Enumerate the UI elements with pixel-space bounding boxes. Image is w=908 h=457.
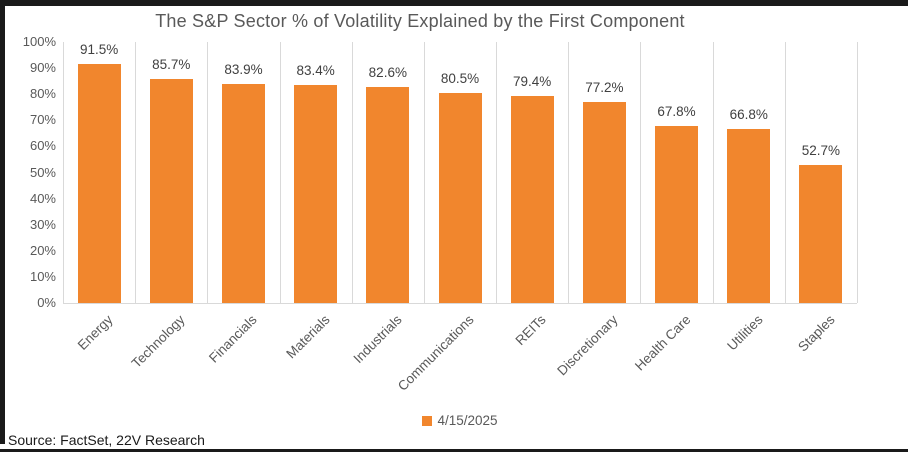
bar-value-label: 91.5%: [79, 42, 119, 57]
y-axis-tick-label: 30%: [29, 216, 56, 232]
category-gridline: [135, 42, 137, 303]
bar-discretionary: [582, 102, 626, 303]
category-gridline: [857, 42, 858, 303]
chart-title: The S&P Sector % of Volatility Explained…: [155, 11, 685, 31]
category-gridline: [784, 42, 786, 303]
legend: 4/15/2025: [63, 413, 857, 428]
bar-value-label: 67.8%: [657, 104, 696, 119]
y-axis-tick-label: 40%: [29, 190, 56, 206]
frame-border-left: [0, 0, 5, 444]
y-axis-tick-label: 60%: [29, 138, 56, 154]
frame-border-bottom: [0, 449, 908, 452]
category-gridline: [640, 42, 642, 303]
legend-swatch-icon: [422, 415, 433, 426]
bar-value-label: 83.9%: [224, 62, 263, 77]
category-gridline: [351, 42, 353, 303]
category-gridline: [279, 42, 281, 303]
category-gridline: [207, 42, 209, 303]
y-axis-tick-label: 20%: [29, 242, 56, 258]
category-gridline: [423, 42, 425, 303]
y-axis-tick-label: 90%: [29, 60, 56, 76]
category-gridline: [63, 42, 64, 303]
frame-border-top: [0, 0, 908, 6]
bar-value-label: 85.7%: [152, 57, 191, 72]
bar-health-care: [655, 126, 699, 303]
y-axis-tick-label: 70%: [29, 112, 56, 128]
category-gridline: [712, 42, 714, 303]
y-axis-tick-label: 100%: [22, 34, 56, 49]
bar-value-label: 79.4%: [513, 74, 552, 89]
bar-technology: [149, 79, 193, 303]
source-note: Source: FactSet, 22V Research: [8, 432, 205, 448]
bar-value-label: 77.2%: [585, 80, 624, 95]
category-gridline: [568, 42, 570, 303]
legend-label: 4/15/2025: [437, 413, 498, 428]
plot-area: 91.5% 85.7% 83.9% 83.4% 82.6% 80.5% 79.4% 77.2%…: [63, 42, 858, 304]
bar-value-label: 52.7%: [801, 143, 841, 158]
bar-reits: [510, 96, 554, 303]
bar-value-label: 83.4%: [296, 63, 335, 78]
y-axis-tick-label: 50%: [29, 164, 56, 180]
bar-utilities: [727, 129, 771, 303]
bar-communications: [438, 93, 482, 303]
bar-materials: [294, 85, 338, 303]
y-axis-tick-label: 10%: [29, 268, 56, 284]
bar-value-label: 80.5%: [440, 71, 480, 86]
bar-value-label: 66.8%: [729, 107, 768, 122]
y-axis-tick-label: 80%: [29, 86, 56, 102]
category-gridline: [496, 42, 498, 303]
bar-staples: [799, 165, 843, 303]
y-axis-tick-label: 0%: [37, 295, 56, 310]
bar-financials: [221, 84, 265, 303]
bar-industrials: [366, 87, 410, 303]
bar-value-label: 82.6%: [368, 65, 407, 80]
bar-energy: [77, 64, 121, 303]
x-axis-line: [63, 303, 857, 304]
